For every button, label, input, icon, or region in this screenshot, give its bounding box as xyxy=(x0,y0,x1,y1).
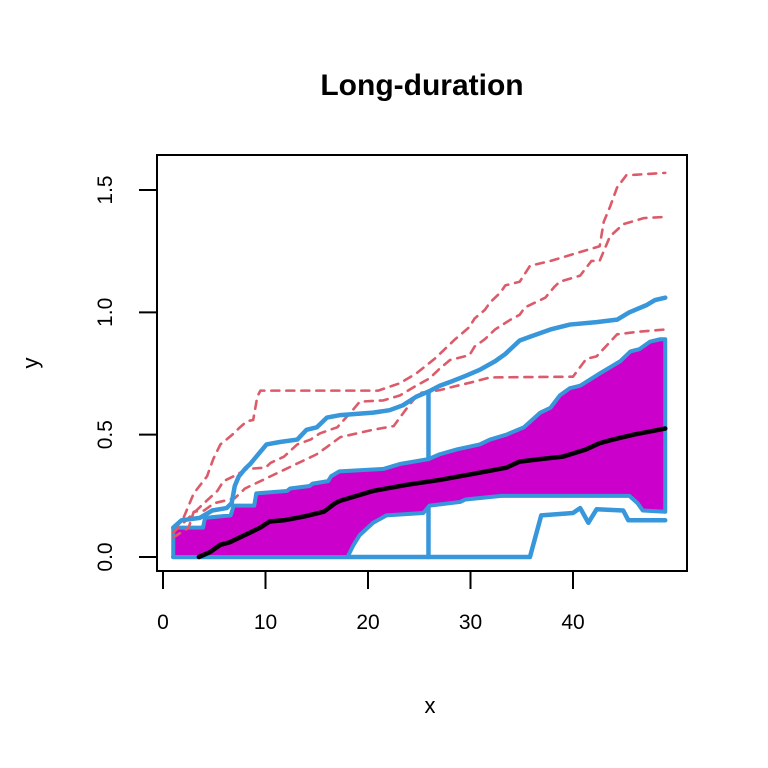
x-axis-title: x xyxy=(425,693,436,718)
x-axis: 0 10 20 30 40 xyxy=(157,571,585,634)
upper-envelope-line xyxy=(171,295,668,530)
x-tick-label: 20 xyxy=(356,611,379,634)
dashed-path-c xyxy=(171,328,667,539)
x-tick-label: 10 xyxy=(254,611,277,634)
dashed-path-b xyxy=(171,215,667,534)
x-tick-label: 30 xyxy=(459,611,482,634)
y-tick-label: 1.0 xyxy=(94,298,117,327)
x-tick-label: 40 xyxy=(561,611,584,634)
y-axis-title: y xyxy=(18,358,43,369)
lower-envelope-line xyxy=(171,505,668,560)
y-tick-label: 0.0 xyxy=(94,542,117,571)
plot-frame xyxy=(156,154,688,572)
quantile-band-layer xyxy=(171,337,668,559)
chart-title: Long-duration xyxy=(320,69,523,102)
pointwise-quantile-band xyxy=(171,337,668,559)
y-tick-label: 1.5 xyxy=(94,175,117,204)
y-tick-label: 0.5 xyxy=(94,420,117,449)
x-tick-label: 0 xyxy=(157,611,169,634)
series-layer-over-band xyxy=(171,171,668,560)
y-axis: 0.0 0.5 1.0 1.5 xyxy=(94,175,157,572)
dashed-path-a xyxy=(171,171,667,529)
median-line xyxy=(196,426,668,560)
